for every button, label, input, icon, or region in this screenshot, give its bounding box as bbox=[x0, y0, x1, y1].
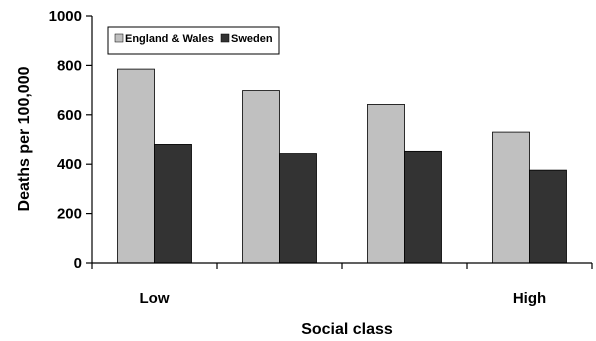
bar-sweden-3 bbox=[529, 169, 567, 264]
category-label-high: High bbox=[513, 290, 546, 307]
bar-england-wales-0 bbox=[117, 68, 155, 264]
y-axis-title: Deaths per 100,000 bbox=[16, 66, 33, 211]
legend-swatch-sweden bbox=[220, 33, 230, 43]
legend-label-england-wales: England & Wales bbox=[125, 33, 214, 45]
y-tick-label: 1000 bbox=[49, 8, 82, 25]
y-tick-label: 400 bbox=[57, 156, 82, 173]
legend-box bbox=[107, 26, 280, 55]
y-ticks: 0 200 400 600 800 1000 bbox=[49, 8, 92, 272]
y-tick-label: 200 bbox=[57, 206, 82, 223]
bar-sweden-2 bbox=[404, 150, 442, 264]
legend-label-sweden: Sweden bbox=[231, 33, 273, 45]
y-tick-label: 600 bbox=[57, 107, 82, 124]
y-tick-label: 0 bbox=[74, 255, 82, 272]
legend: England & Wales Sweden bbox=[107, 26, 280, 55]
bar-england-wales-1 bbox=[242, 90, 280, 264]
y-tick-label: 800 bbox=[57, 57, 82, 74]
category-labels: Low High bbox=[140, 290, 547, 307]
x-ticks bbox=[91, 263, 593, 269]
bar-sweden-0 bbox=[154, 144, 192, 264]
bar-england-wales-2 bbox=[367, 104, 405, 264]
category-label-low: Low bbox=[140, 290, 170, 307]
bar-sweden-1 bbox=[279, 153, 317, 264]
x-axis-title: Social class bbox=[301, 321, 393, 338]
bar-england-wales-3 bbox=[492, 131, 530, 264]
legend-swatch-england-wales bbox=[114, 33, 124, 43]
bars bbox=[117, 68, 567, 264]
